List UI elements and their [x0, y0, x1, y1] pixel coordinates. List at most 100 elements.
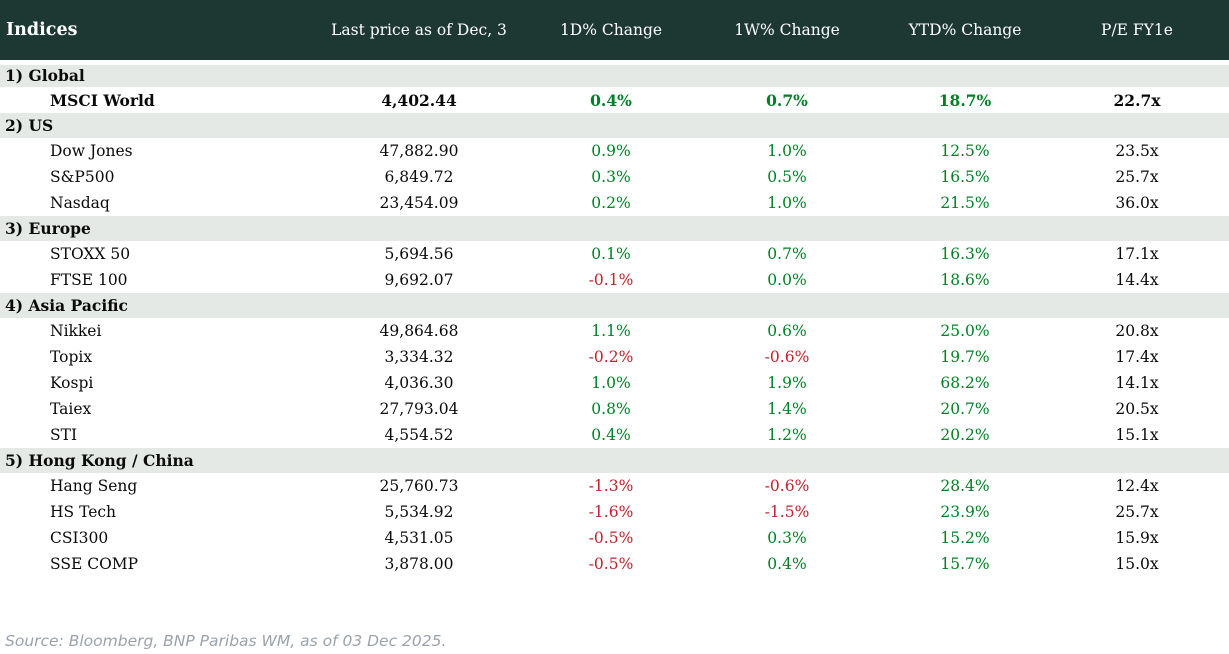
ytd-change-cell: 19.7% [885, 344, 1045, 370]
1w-change-cell: 1.9% [689, 370, 885, 396]
table-row: S&P500 6,849.72 0.3% 0.5% 16.5% 25.7x [0, 164, 1229, 190]
ytd-change-cell: 16.3% [885, 241, 1045, 267]
index-name-cell: Nikkei [0, 318, 305, 344]
pe-cell: 17.4x [1045, 344, 1229, 370]
index-name-cell: Taiex [0, 396, 305, 422]
table-row: STOXX 50 5,694.56 0.1% 0.7% 16.3% 17.1x [0, 241, 1229, 267]
pe-cell: 14.1x [1045, 370, 1229, 396]
index-name-cell: Hang Seng [0, 473, 305, 499]
pe-cell: 22.7x [1045, 87, 1229, 113]
1w-change-cell: 1.0% [689, 190, 885, 216]
last-price-cell: 5,694.56 [305, 241, 533, 267]
1w-change-cell: 0.7% [689, 87, 885, 113]
table-body: 1) Global MSCI World 4,402.44 0.4% 0.7% 18.7%… [0, 62, 1229, 577]
1d-change-cell: 0.2% [533, 190, 689, 216]
1d-change-cell: 0.3% [533, 164, 689, 190]
index-name-cell: HS Tech [0, 499, 305, 525]
1d-change-cell: -0.5% [533, 525, 689, 551]
last-price-cell: 4,554.52 [305, 422, 533, 448]
index-name-cell: SSE COMP [0, 551, 305, 577]
1w-change-cell: -0.6% [689, 473, 885, 499]
pe-cell: 12.4x [1045, 473, 1229, 499]
pe-cell: 20.8x [1045, 318, 1229, 344]
ytd-change-cell: 18.7% [885, 87, 1045, 113]
source-note: Source: Bloomberg, BNP Paribas WM, as of… [5, 632, 447, 650]
ytd-change-cell: 21.5% [885, 190, 1045, 216]
section-row: 3) Europe [0, 216, 1229, 241]
column-header-indices: Indices [0, 0, 305, 65]
section-row: 4) Asia Pacific [0, 293, 1229, 318]
index-name-cell: Topix [0, 344, 305, 370]
1w-change-cell: 0.4% [689, 551, 885, 577]
index-name-cell: STOXX 50 [0, 241, 305, 267]
last-price-cell: 9,692.07 [305, 267, 533, 293]
column-header-ytd-change: YTD% Change [885, 0, 1045, 65]
pe-cell: 15.1x [1045, 422, 1229, 448]
last-price-cell: 6,849.72 [305, 164, 533, 190]
ytd-change-cell: 16.5% [885, 164, 1045, 190]
1d-change-cell: 0.1% [533, 241, 689, 267]
pe-cell: 15.9x [1045, 525, 1229, 551]
table-row: CSI300 4,531.05 -0.5% 0.3% 15.2% 15.9x [0, 525, 1229, 551]
last-price-cell: 5,534.92 [305, 499, 533, 525]
index-name-cell: Nasdaq [0, 190, 305, 216]
section-row: 2) US [0, 113, 1229, 138]
section-label: 5) Hong Kong / China [0, 448, 1229, 473]
table-row: Hang Seng 25,760.73 -1.3% -0.6% 28.4% 12.4x [0, 473, 1229, 499]
pe-cell: 17.1x [1045, 241, 1229, 267]
last-price-cell: 47,882.90 [305, 138, 533, 164]
1w-change-cell: 0.0% [689, 267, 885, 293]
last-price-cell: 27,793.04 [305, 396, 533, 422]
indices-table: Indices Last price as of Dec, 3 1D% Chan… [0, 0, 1229, 577]
1d-change-cell: -1.6% [533, 499, 689, 525]
last-price-cell: 3,878.00 [305, 551, 533, 577]
pe-cell: 15.0x [1045, 551, 1229, 577]
table-row: HS Tech 5,534.92 -1.6% -1.5% 23.9% 25.7x [0, 499, 1229, 525]
pe-cell: 36.0x [1045, 190, 1229, 216]
ytd-change-cell: 23.9% [885, 499, 1045, 525]
pe-cell: 25.7x [1045, 499, 1229, 525]
section-label: 4) Asia Pacific [0, 293, 1229, 318]
pe-cell: 14.4x [1045, 267, 1229, 293]
1w-change-cell: 0.3% [689, 525, 885, 551]
section-label: 3) Europe [0, 216, 1229, 241]
1d-change-cell: 0.4% [533, 87, 689, 113]
pe-cell: 25.7x [1045, 164, 1229, 190]
1d-change-cell: 0.9% [533, 138, 689, 164]
ytd-change-cell: 18.6% [885, 267, 1045, 293]
table-row: STI 4,554.52 0.4% 1.2% 20.2% 15.1x [0, 422, 1229, 448]
ytd-change-cell: 15.2% [885, 525, 1045, 551]
1w-change-cell: 1.4% [689, 396, 885, 422]
table-row: MSCI World 4,402.44 0.4% 0.7% 18.7% 22.7x [0, 87, 1229, 113]
ytd-change-cell: 25.0% [885, 318, 1045, 344]
1w-change-cell: 0.6% [689, 318, 885, 344]
ytd-change-cell: 20.7% [885, 396, 1045, 422]
table-row: Topix 3,334.32 -0.2% -0.6% 19.7% 17.4x [0, 344, 1229, 370]
column-header-pe: P/E FY1e [1045, 0, 1229, 65]
ytd-change-cell: 20.2% [885, 422, 1045, 448]
last-price-cell: 25,760.73 [305, 473, 533, 499]
table-row: Nikkei 49,864.68 1.1% 0.6% 25.0% 20.8x [0, 318, 1229, 344]
last-price-cell: 49,864.68 [305, 318, 533, 344]
section-label: 2) US [0, 113, 1229, 138]
ytd-change-cell: 12.5% [885, 138, 1045, 164]
1d-change-cell: 0.4% [533, 422, 689, 448]
1d-change-cell: -0.5% [533, 551, 689, 577]
section-label: 1) Global [0, 62, 1229, 87]
index-name-cell: STI [0, 422, 305, 448]
table-header: Indices Last price as of Dec, 3 1D% Chan… [0, 0, 1229, 65]
1d-change-cell: -0.1% [533, 267, 689, 293]
1d-change-cell: -1.3% [533, 473, 689, 499]
1w-change-cell: 0.7% [689, 241, 885, 267]
index-name-cell: Kospi [0, 370, 305, 396]
table-row: Taiex 27,793.04 0.8% 1.4% 20.7% 20.5x [0, 396, 1229, 422]
table-row: FTSE 100 9,692.07 -0.1% 0.0% 18.6% 14.4x [0, 267, 1229, 293]
last-price-cell: 4,036.30 [305, 370, 533, 396]
last-price-cell: 23,454.09 [305, 190, 533, 216]
section-row: 5) Hong Kong / China [0, 448, 1229, 473]
1w-change-cell: 1.0% [689, 138, 885, 164]
last-price-cell: 4,531.05 [305, 525, 533, 551]
column-header-1d-change: 1D% Change [533, 0, 689, 65]
index-name-cell: MSCI World [0, 87, 305, 113]
